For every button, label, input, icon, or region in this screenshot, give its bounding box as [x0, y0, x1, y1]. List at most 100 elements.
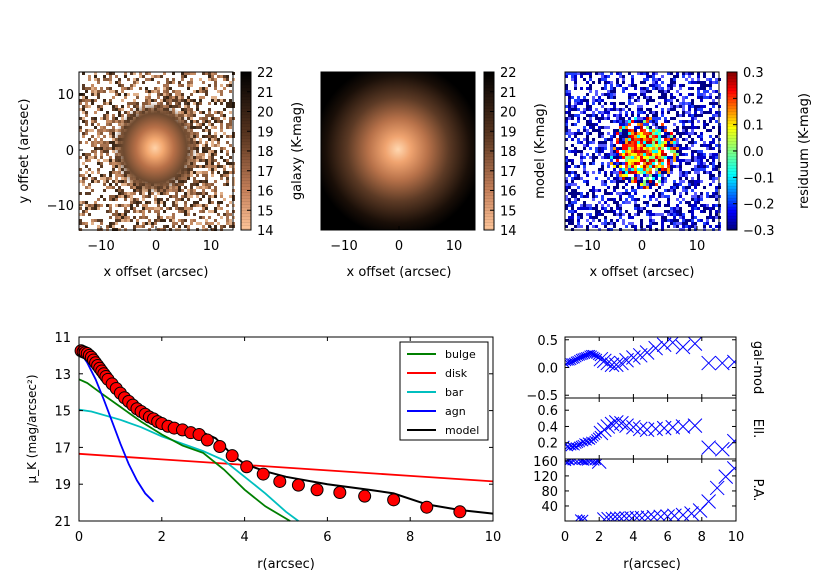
noise-pixel [106, 102, 109, 105]
noise-pixel [673, 207, 676, 210]
noise-pixel [607, 81, 610, 84]
noise-pixel [208, 102, 211, 105]
noise-pixel [637, 138, 640, 141]
noise-pixel [640, 123, 643, 126]
noise-pixel [109, 183, 112, 186]
noise-pixel [676, 207, 679, 210]
noise-pixel [661, 183, 664, 186]
noise-pixel [79, 201, 82, 204]
colorbar-tick-label: 20 [257, 106, 274, 121]
noise-pixel [622, 87, 625, 90]
noise-pixel [208, 156, 211, 159]
noise-pixel [97, 105, 100, 108]
noise-pixel [100, 87, 103, 90]
noise-pixel [574, 201, 577, 204]
noise-pixel [619, 195, 622, 198]
noise-pixel [712, 207, 715, 210]
noise-pixel [709, 153, 712, 156]
noise-pixel [691, 156, 694, 159]
noise-pixel [709, 84, 712, 87]
noise-pixel [625, 156, 628, 159]
noise-pixel [691, 180, 694, 183]
noise-pixel [667, 210, 670, 213]
noise-pixel [136, 201, 139, 204]
noise-pixel [691, 99, 694, 102]
noise-pixel [565, 132, 568, 135]
noise-pixel [115, 219, 118, 222]
noise-pixel [571, 195, 574, 198]
noise-pixel [109, 195, 112, 198]
noise-pixel [694, 105, 697, 108]
noise-pixel [685, 78, 688, 81]
noise-pixel [97, 108, 100, 111]
noise-pixel [211, 222, 214, 225]
noise-pixel [628, 159, 631, 162]
noise-pixel [103, 126, 106, 129]
noise-pixel [85, 225, 88, 228]
noise-pixel [205, 150, 208, 153]
noise-pixel [103, 114, 106, 117]
diag-ylabel: P.A. [750, 479, 765, 502]
noise-pixel [121, 99, 124, 102]
noise-pixel [700, 198, 703, 201]
noise-pixel [694, 114, 697, 117]
noise-pixel [190, 81, 193, 84]
noise-pixel [115, 174, 118, 177]
series-line-bar [78, 408, 299, 522]
noise-pixel [610, 141, 613, 144]
noise-pixel [595, 225, 598, 228]
noise-pixel [676, 219, 679, 222]
noise-pixel [655, 168, 658, 171]
noise-pixel [634, 198, 637, 201]
noise-pixel [589, 72, 592, 75]
noise-pixel [625, 153, 628, 156]
noise-pixel [139, 75, 142, 78]
noise-pixel [679, 135, 682, 138]
noise-pixel [577, 141, 580, 144]
noise-pixel [103, 150, 106, 153]
noise-pixel [667, 162, 670, 165]
noise-pixel [127, 105, 130, 108]
noise-pixel [709, 102, 712, 105]
noise-pixel [658, 87, 661, 90]
noise-pixel [682, 111, 685, 114]
noise-pixel [661, 96, 664, 99]
noise-pixel [691, 114, 694, 117]
noise-pixel [124, 183, 127, 186]
noise-pixel [640, 105, 643, 108]
noise-pixel [631, 135, 634, 138]
noise-pixel [568, 204, 571, 207]
noise-pixel [601, 213, 604, 216]
galaxy-colorbar-stripes [241, 72, 251, 230]
noise-pixel [109, 81, 112, 84]
noise-pixel [652, 222, 655, 225]
noise-pixel [601, 105, 604, 108]
noise-pixel [133, 198, 136, 201]
noise-pixel [655, 174, 658, 177]
noise-pixel [118, 192, 121, 195]
cross-marker [701, 440, 716, 455]
noise-pixel [643, 93, 646, 96]
noise-pixel [667, 195, 670, 198]
noise-pixel [673, 216, 676, 219]
noise-pixel [187, 84, 190, 87]
noise-pixel [586, 72, 589, 75]
noise-pixel [688, 225, 691, 228]
noise-pixel [592, 192, 595, 195]
noise-pixel [664, 144, 667, 147]
noise-pixel [220, 120, 223, 123]
noise-pixel [661, 165, 664, 168]
noise-pixel [211, 201, 214, 204]
noise-pixel [124, 195, 127, 198]
colorbar-tick-label: 0.2 [743, 92, 764, 107]
noise-pixel [676, 114, 679, 117]
noise-pixel [172, 72, 175, 75]
noise-pixel [649, 198, 652, 201]
noise-pixel [109, 174, 112, 177]
noise-pixel [223, 165, 226, 168]
noise-pixel [673, 129, 676, 132]
noise-pixel [664, 141, 667, 144]
noise-pixel [703, 165, 706, 168]
noise-pixel [157, 93, 160, 96]
noise-pixel [184, 225, 187, 228]
